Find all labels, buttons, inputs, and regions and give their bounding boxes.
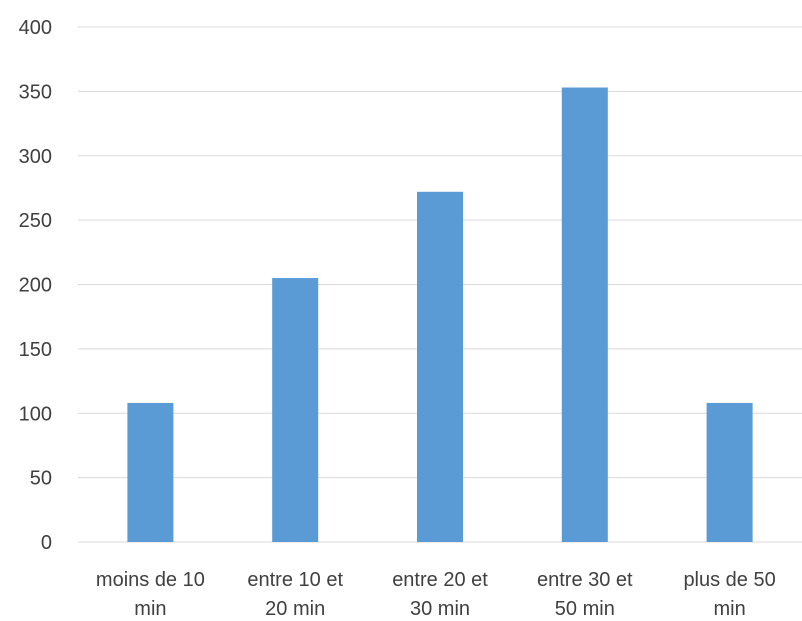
bar: [417, 191, 463, 543]
x-category-label: entre 30 et: [537, 569, 633, 591]
y-tick-label: 100: [19, 403, 52, 425]
x-axis-labels: moins de 10 min entre 10 et 20 min entre 20 …: [96, 569, 776, 620]
y-tick-label: 300: [19, 146, 52, 168]
y-tick-label: 200: [19, 275, 52, 297]
x-category-label: entre 20 et: [392, 569, 488, 591]
x-category-label: 20 min: [265, 598, 325, 620]
bar-layer: [127, 87, 753, 543]
y-axis-ticks: 0 50 100 150 200 250 300 350 400: [19, 17, 52, 554]
y-tick-label: 150: [19, 339, 52, 361]
x-category-label: plus de 50: [683, 569, 775, 591]
x-category-label: moins de 10: [96, 569, 205, 591]
y-tick-label: 350: [19, 81, 52, 103]
x-category-label: min: [713, 598, 745, 620]
y-tick-label: 50: [30, 468, 52, 490]
y-tick-label: 0: [41, 532, 52, 554]
x-category-label: 30 min: [410, 598, 470, 620]
bar: [561, 87, 608, 542]
bar: [127, 402, 174, 542]
x-category-label: entre 10 et: [247, 569, 343, 591]
bar: [706, 402, 753, 542]
y-tick-label: 250: [19, 210, 52, 232]
y-tick-label: 400: [19, 17, 52, 39]
bar: [272, 278, 319, 542]
x-category-label: 50 min: [555, 598, 615, 620]
x-category-label: min: [134, 598, 166, 620]
